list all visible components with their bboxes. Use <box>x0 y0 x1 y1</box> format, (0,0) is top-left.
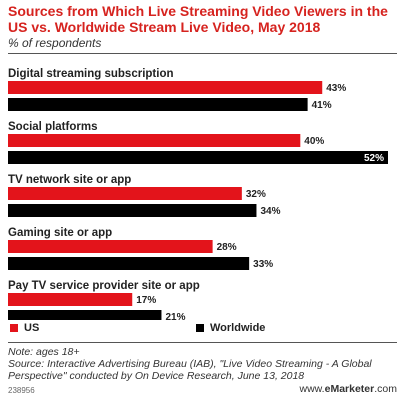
bar-worldwide <box>8 98 308 111</box>
brand-prefix: www. <box>299 383 325 395</box>
bar-us <box>8 293 133 306</box>
legend-label-worldwide: Worldwide <box>210 322 266 334</box>
brand-logo: www.eMarketer.com <box>300 383 397 395</box>
chart-id: 238956 <box>8 386 35 395</box>
category-label: TV network site or app <box>8 174 131 186</box>
data-label: 40% <box>304 136 324 147</box>
brand-name: eMarketer <box>324 383 375 395</box>
legend-swatch-us <box>10 324 18 332</box>
data-label: 33% <box>253 259 273 270</box>
data-label: 32% <box>246 189 266 200</box>
top-divider <box>8 53 397 54</box>
bar-chart: Digital streaming subscription 43% 41% Soci… <box>8 68 388 320</box>
chart-title: Sources from Which Live Streaming Video … <box>8 3 388 35</box>
note-source: Source: Interactive Advertising Bureau (… <box>8 358 372 382</box>
bar-us <box>8 187 242 200</box>
legend-label-us: US <box>24 322 40 334</box>
data-label: 52% <box>364 153 384 164</box>
legend-item-us: US <box>10 322 39 334</box>
bar-worldwide <box>8 257 250 270</box>
data-label: 43% <box>326 83 346 94</box>
legend-swatch-worldwide <box>196 324 204 332</box>
source-note: Note: ages 18+ Source: Interactive Adver… <box>8 346 403 382</box>
data-label: 41% <box>312 100 332 111</box>
data-label: 34% <box>260 206 280 217</box>
data-label: 28% <box>217 242 237 253</box>
chart-subtitle: % of respondents <box>8 36 102 50</box>
bar-us <box>8 134 301 147</box>
category-label: Pay TV service provider site or app <box>8 280 200 292</box>
brand-suffix: .com <box>374 383 397 395</box>
bar-us <box>8 81 323 94</box>
category-label: Social platforms <box>8 121 97 133</box>
bottom-divider <box>8 342 397 343</box>
category-label: Digital streaming subscription <box>8 68 174 80</box>
legend-item-worldwide: Worldwide <box>196 322 265 334</box>
bar-worldwide <box>8 151 388 164</box>
category-label: Gaming site or app <box>8 227 112 239</box>
bar-worldwide <box>8 310 162 320</box>
note-ages: Note: ages 18+ <box>8 346 80 358</box>
data-label: 17% <box>136 295 156 306</box>
data-label: 21% <box>165 312 185 320</box>
bar-worldwide <box>8 204 257 217</box>
bar-us <box>8 240 213 253</box>
